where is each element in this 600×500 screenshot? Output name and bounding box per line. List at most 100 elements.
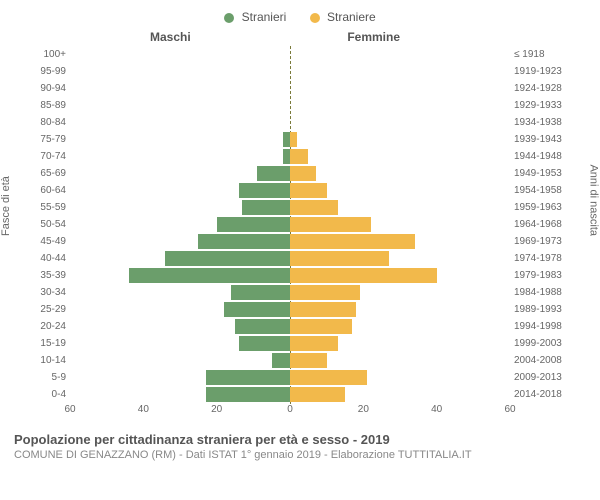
age-label: 20-24	[16, 321, 66, 332]
female-half	[290, 63, 510, 80]
female-bar	[290, 183, 327, 198]
male-half	[70, 165, 290, 182]
female-half	[290, 80, 510, 97]
male-half	[70, 335, 290, 352]
male-bar	[283, 149, 290, 164]
male-half	[70, 216, 290, 233]
pyramid-row: 65-691949-1953	[70, 165, 510, 182]
pyramid-row: 30-341984-1988	[70, 284, 510, 301]
female-bar	[290, 336, 338, 351]
female-bar	[290, 302, 356, 317]
pyramid-row: 75-791939-1943	[70, 131, 510, 148]
male-half	[70, 301, 290, 318]
female-bar	[290, 166, 316, 181]
male-bar	[165, 251, 290, 266]
male-bar	[206, 387, 290, 402]
age-label: 70-74	[16, 151, 66, 162]
birth-year-label: 1994-1998	[514, 321, 586, 332]
birth-year-label: 1999-2003	[514, 338, 586, 349]
legend-label-male: Stranieri	[242, 10, 287, 24]
birth-year-label: 1934-1938	[514, 117, 586, 128]
female-half	[290, 182, 510, 199]
legend: Stranieri Straniere	[10, 10, 590, 24]
female-half	[290, 216, 510, 233]
side-headers: Maschi Femmine	[10, 30, 590, 46]
male-bar	[224, 302, 290, 317]
legend-swatch-male	[224, 13, 234, 23]
pyramid-row: 20-241994-1998	[70, 318, 510, 335]
plot-inner: 100+≤ 191895-991919-192390-941924-192885…	[70, 46, 510, 404]
birth-year-label: 1984-1988	[514, 287, 586, 298]
pyramid-row: 0-42014-2018	[70, 386, 510, 403]
male-bar	[231, 285, 290, 300]
pyramid-row: 100+≤ 1918	[70, 46, 510, 63]
header-female: Femmine	[347, 30, 400, 44]
male-half	[70, 46, 290, 63]
male-half	[70, 199, 290, 216]
age-label: 75-79	[16, 134, 66, 145]
pyramid-row: 25-291989-1993	[70, 301, 510, 318]
male-bar	[242, 200, 290, 215]
y-axis-left-title: Fasce di età	[0, 176, 12, 236]
male-half	[70, 131, 290, 148]
male-bar	[206, 370, 290, 385]
male-half	[70, 267, 290, 284]
x-tick: 40	[138, 404, 149, 415]
age-label: 50-54	[16, 219, 66, 230]
x-tick: 60	[504, 404, 515, 415]
male-half	[70, 182, 290, 199]
female-half	[290, 46, 510, 63]
birth-year-label: 1979-1983	[514, 270, 586, 281]
plot-area: Fasce di età Anni di nascita 100+≤ 19189…	[10, 46, 590, 426]
male-half	[70, 63, 290, 80]
female-half	[290, 165, 510, 182]
legend-label-female: Straniere	[327, 10, 376, 24]
pyramid-row: 90-941924-1928	[70, 80, 510, 97]
legend-swatch-female	[310, 13, 320, 23]
x-tick: 20	[211, 404, 222, 415]
male-half	[70, 318, 290, 335]
male-half	[70, 148, 290, 165]
female-bar	[290, 132, 297, 147]
chart-title: Popolazione per cittadinanza straniera p…	[14, 432, 586, 447]
female-half	[290, 318, 510, 335]
x-tick: 0	[287, 404, 293, 415]
female-half	[290, 352, 510, 369]
birth-year-label: 1939-1943	[514, 134, 586, 145]
male-bar	[239, 336, 290, 351]
birth-year-label: 2009-2013	[514, 372, 586, 383]
birth-year-label: 1929-1933	[514, 100, 586, 111]
female-bar	[290, 353, 327, 368]
birth-year-label: 2004-2008	[514, 355, 586, 366]
male-bar	[239, 183, 290, 198]
age-label: 55-59	[16, 202, 66, 213]
female-half	[290, 386, 510, 403]
female-half	[290, 301, 510, 318]
age-label: 15-19	[16, 338, 66, 349]
legend-item-male: Stranieri	[224, 10, 286, 24]
female-half	[290, 284, 510, 301]
birth-year-label: 1974-1978	[514, 253, 586, 264]
male-half	[70, 97, 290, 114]
female-half	[290, 233, 510, 250]
female-bar	[290, 370, 367, 385]
birth-year-label: 1919-1923	[514, 66, 586, 77]
age-label: 25-29	[16, 304, 66, 315]
x-tick: 40	[431, 404, 442, 415]
female-bar	[290, 200, 338, 215]
pyramid-row: 5-92009-2013	[70, 369, 510, 386]
male-bar	[129, 268, 290, 283]
birth-year-label: ≤ 1918	[514, 49, 586, 60]
female-bar	[290, 217, 371, 232]
female-half	[290, 250, 510, 267]
age-label: 45-49	[16, 236, 66, 247]
age-label: 30-34	[16, 287, 66, 298]
female-half	[290, 369, 510, 386]
male-half	[70, 250, 290, 267]
pyramid-row: 15-191999-2003	[70, 335, 510, 352]
birth-year-label: 1989-1993	[514, 304, 586, 315]
birth-year-label: 2014-2018	[514, 389, 586, 400]
male-bar	[198, 234, 290, 249]
female-bar	[290, 149, 308, 164]
female-bar	[290, 251, 389, 266]
